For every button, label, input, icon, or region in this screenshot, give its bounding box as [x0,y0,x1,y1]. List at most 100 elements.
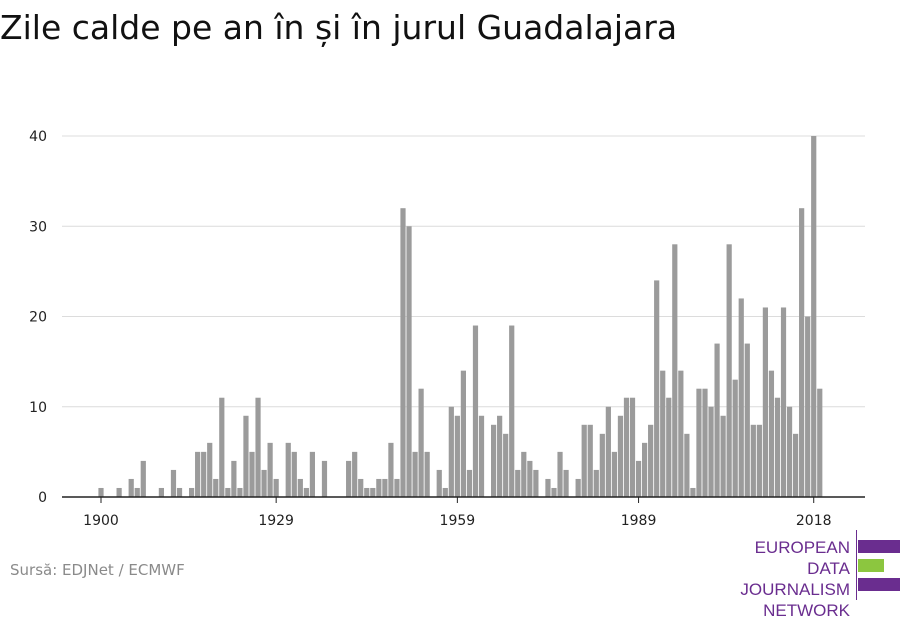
bar-2015 [793,433,799,497]
bar-1946 [376,478,382,497]
bar-2017 [805,316,811,497]
bar-1976 [557,451,563,497]
bar-1956 [436,469,442,497]
bar-1968 [509,325,515,497]
bar-1980 [581,424,587,497]
bar-1907 [140,460,146,497]
bar-1926 [255,397,261,497]
y-tick-label-0: 0 [38,490,47,506]
logo-divider [856,530,857,600]
bar-1928 [267,442,273,497]
bar-1975 [551,487,557,497]
bar-1965 [491,424,497,497]
bar-1977 [563,469,569,497]
bar-1961 [466,469,473,497]
bar-1963 [478,415,485,497]
bar-1905 [128,478,134,497]
bar-1969 [515,469,521,497]
bar-1957 [442,487,448,497]
bar-1950 [400,208,406,497]
bar-1947 [382,478,388,497]
bar-1949 [394,478,400,497]
bar-1958 [448,406,454,497]
bar-1915 [189,487,195,497]
bar-2003 [720,415,726,497]
bar-2002 [714,343,720,497]
bar-1993 [660,370,666,497]
gridlines [62,135,865,408]
bar-series [98,136,823,497]
bar-1912 [170,469,177,497]
bar-1987 [623,397,630,497]
bar-1919 [213,478,219,497]
y-tick-label-40: 40 [29,129,47,145]
bar-1971 [527,460,533,497]
logo-text: EUROPEAN DATA JOURNALISM NETWORK [700,537,850,621]
bar-1906 [134,487,140,497]
bar-1986 [617,415,624,497]
bar-1995 [672,244,678,497]
bar-2000 [702,388,708,497]
bar-2011 [768,370,775,497]
x-tick-label-1989: 1989 [621,513,657,529]
bar-2016 [799,208,805,497]
logo-bar-green [858,559,884,572]
bar-2019 [817,388,823,497]
bar-1990 [642,442,648,497]
bar-1984 [605,406,611,497]
bar-chart: 0 10 20 30 40 1900 1929 1959 1989 2018 [29,129,865,529]
bar-1920 [219,397,225,497]
y-tick-label-30: 30 [29,219,47,235]
bar-1959 [454,415,460,497]
bar-1943 [358,478,364,497]
bar-1937 [321,460,328,497]
bar-1991 [648,424,654,497]
x-tick-label-1929: 1929 [258,513,294,529]
bar-1935 [309,451,315,497]
bar-1983 [599,433,605,497]
bar-1951 [406,226,412,497]
source-note: Sursă: EDJNet / ECMWF [10,561,185,579]
bar-1945 [370,487,376,497]
bar-2012 [774,397,781,497]
bar-1922 [231,460,237,497]
bar-2004 [726,244,732,497]
bar-1941 [346,460,352,497]
bar-1992 [654,280,660,497]
bar-1910 [158,487,164,497]
bar-2008 [750,424,756,497]
bar-1998 [690,487,696,497]
logo-bar-purple-bottom [858,578,900,591]
chart-title: Zile calde pe an în și în jurul Guadalaj… [0,8,678,47]
bar-2006 [738,298,744,497]
bar-1942 [352,451,358,497]
x-tick-label-1900: 1900 [83,513,119,529]
bar-1916 [195,451,201,497]
bar-1989 [635,460,642,497]
x-tick-label-2018: 2018 [796,513,832,529]
bar-1900 [98,487,104,497]
bar-2018 [811,136,817,497]
bar-2010 [762,307,768,497]
x-tick-label-1959: 1959 [440,513,476,529]
bar-1967 [503,433,509,497]
bar-1934 [303,487,309,497]
bar-1996 [678,370,684,497]
x-axis: 1900 1929 1959 1989 2018 [62,496,865,529]
bar-1997 [684,433,690,497]
bar-1979 [575,478,581,497]
bar-1962 [472,325,479,497]
bar-1953 [418,388,424,497]
bar-1981 [587,424,593,497]
bar-1999 [696,388,702,497]
bar-1960 [460,370,466,497]
bar-1921 [225,487,231,497]
bar-1913 [176,487,183,497]
bar-1966 [497,415,503,497]
bar-1923 [237,487,243,497]
bar-2001 [708,406,714,497]
bar-2005 [732,379,738,497]
bar-1970 [521,451,527,497]
logo-line-3: NETWORK [763,601,850,620]
bar-1982 [593,469,599,497]
